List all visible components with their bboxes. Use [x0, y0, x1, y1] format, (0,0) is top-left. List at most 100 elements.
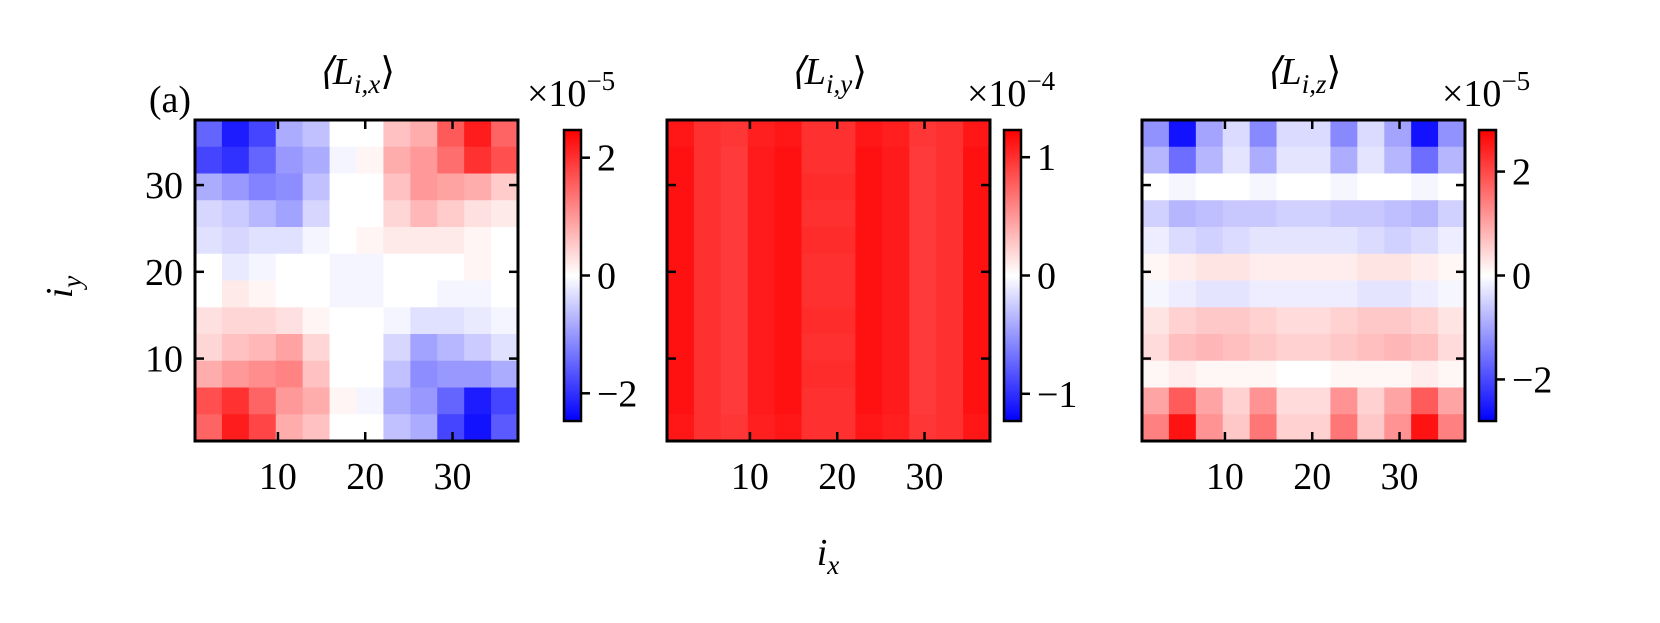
- heatmap-cell: [774, 227, 803, 255]
- heatmap-cell: [221, 253, 250, 282]
- heatmap-cell: [248, 414, 277, 442]
- heatmap-cell: [437, 253, 465, 282]
- heatmap-cell: [356, 414, 385, 442]
- heatmap-cell: [1276, 387, 1305, 415]
- heatmap-cell: [1438, 307, 1466, 335]
- heatmap-cell: [1330, 280, 1358, 308]
- heatmap-cell: [936, 387, 964, 415]
- heatmap-cell: [1222, 200, 1251, 228]
- heatmap-cell: [1357, 334, 1385, 362]
- heatmap-cell: [882, 334, 910, 362]
- heatmap-cell: [774, 414, 803, 442]
- heatmap-cell: [774, 120, 803, 148]
- heatmap-cell: [437, 200, 465, 228]
- heatmap-cell: [195, 307, 223, 335]
- heatmap-cell: [693, 173, 722, 201]
- heatmap-cell: [720, 280, 749, 308]
- heatmap-cell: [329, 227, 358, 255]
- heatmap-cell: [383, 146, 411, 175]
- heatmap-cell: [1249, 307, 1278, 335]
- heatmap-cell: [1411, 280, 1439, 308]
- title-close: ⟩: [852, 51, 867, 93]
- heatmap-cell: [774, 360, 803, 389]
- heatmap-cell: [1357, 227, 1385, 255]
- heatmap-cell: [1357, 280, 1385, 308]
- heatmap-cell: [720, 173, 749, 201]
- colorbar-tick-label: −1: [1037, 374, 1077, 416]
- x-tick-label: 30: [906, 456, 944, 498]
- heatmap-cell: [909, 414, 937, 442]
- heatmap-cell: [491, 120, 519, 148]
- heatmap-cell: [437, 307, 465, 335]
- title-sub: i,y: [826, 69, 852, 99]
- heatmap-cell: [437, 387, 465, 415]
- heatmap-cell: [1195, 387, 1224, 415]
- y-label-sub: y: [57, 276, 87, 291]
- panel-title: ⟨Li,y⟩: [790, 51, 867, 99]
- heatmap-cell: [747, 200, 776, 228]
- heatmap-cell: [383, 307, 411, 335]
- heatmap-cell: [936, 227, 964, 255]
- heatmap-cell: [1168, 307, 1197, 335]
- heatmap-cell: [491, 253, 519, 282]
- heatmap-cell: [747, 280, 776, 308]
- heatmap-cell: [1168, 334, 1197, 362]
- heatmap-cell: [720, 360, 749, 389]
- heatmap-cell: [464, 227, 492, 255]
- heatmap-cell: [275, 307, 304, 335]
- heatmap-cell: [667, 334, 695, 362]
- heatmap-cell: [248, 280, 277, 308]
- heatmap-cell: [1357, 253, 1385, 282]
- heatmap-cell: [909, 200, 937, 228]
- heatmap-cell: [1142, 360, 1170, 389]
- heatmap-cell: [464, 120, 492, 148]
- heatmap-cell: [1303, 173, 1332, 201]
- heatmap-cell: [275, 334, 304, 362]
- heatmap-cell: [882, 120, 910, 148]
- heatmap-cell: [801, 253, 830, 282]
- title-main: ⟨L: [318, 51, 354, 93]
- heatmap-cell: [1249, 334, 1278, 362]
- colorbar-exponent: ×10−4: [967, 66, 1056, 115]
- heatmap-cell: [1384, 227, 1412, 255]
- heatmap-cell: [329, 360, 358, 389]
- heatmap-cell: [275, 120, 304, 148]
- heatmap-cell: [1411, 307, 1439, 335]
- heatmap-cell: [383, 387, 411, 415]
- heatmap-cell: [1303, 146, 1332, 175]
- heatmap-cell: [1276, 253, 1305, 282]
- heatmap-cell: [1222, 173, 1251, 201]
- heatmap-cell: [801, 173, 830, 201]
- heatmap-cell: [693, 360, 722, 389]
- heatmap-cell: [1195, 173, 1224, 201]
- heatmap-cell: [693, 200, 722, 228]
- heatmap-cell: [828, 120, 857, 148]
- heatmap-cell: [383, 360, 411, 389]
- heatmap-cell: [667, 253, 695, 282]
- heatmap-cell: [195, 173, 223, 201]
- heatmap-cell: [1249, 280, 1278, 308]
- heatmap-cell: [248, 387, 277, 415]
- heatmap-cell: [410, 307, 438, 335]
- panel-label: (a): [149, 79, 191, 121]
- heatmap-cell: [667, 200, 695, 228]
- x-tick-label: 20: [346, 456, 384, 498]
- heatmap-cell: [693, 280, 722, 308]
- heatmap-cell: [774, 387, 803, 415]
- heatmap-cell: [1249, 414, 1278, 442]
- heatmap-cell: [302, 120, 331, 148]
- heatmap-cell: [720, 253, 749, 282]
- heatmap-cell: [1168, 253, 1197, 282]
- heatmap-cell: [828, 360, 857, 389]
- colorbar-tick-label: 0: [1037, 256, 1056, 298]
- heatmap-cell: [437, 227, 465, 255]
- heatmap-cell: [248, 173, 277, 201]
- heatmap-cell: [855, 253, 883, 282]
- heatmap-cell: [909, 360, 937, 389]
- heatmap-cell: [1195, 120, 1224, 148]
- heatmap-cell: [693, 120, 722, 148]
- heatmap-cell: [855, 173, 883, 201]
- heatmap-cell: [774, 146, 803, 175]
- heatmap-cell: [747, 173, 776, 201]
- heatmap-cell: [936, 414, 964, 442]
